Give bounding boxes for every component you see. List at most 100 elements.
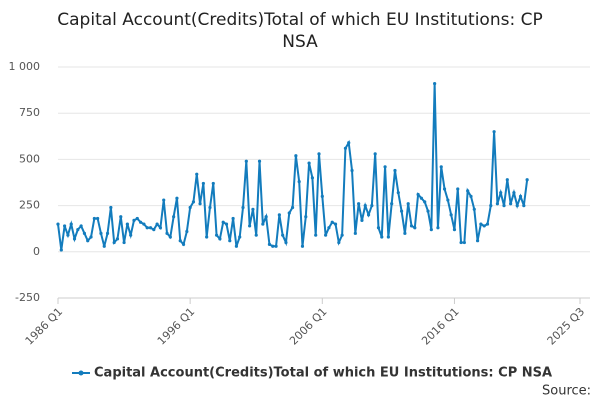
- data-point: [515, 204, 519, 208]
- data-point: [158, 226, 163, 230]
- data-point: [406, 202, 410, 206]
- data-point: [122, 240, 126, 245]
- x-tick-label: 2006 Q1: [287, 305, 330, 348]
- data-point: [433, 82, 437, 86]
- source: Source:: [542, 384, 591, 399]
- data-point: [172, 215, 176, 219]
- data-point: [59, 248, 63, 252]
- data-point: [509, 202, 513, 206]
- data-point: [386, 235, 390, 239]
- data-point: [518, 194, 523, 198]
- data-point: [148, 226, 153, 230]
- legend-swatch-dot: [78, 370, 84, 376]
- data-point: [469, 194, 473, 198]
- data-point: [287, 211, 291, 215]
- data-point: [281, 233, 285, 237]
- data-point: [347, 141, 351, 145]
- data-point: [297, 179, 301, 184]
- data-point: [135, 216, 139, 221]
- data-point: [168, 235, 172, 239]
- data-point: [499, 191, 503, 195]
- data-point: [390, 202, 394, 206]
- data-point: [145, 226, 149, 230]
- data-point: [119, 215, 123, 219]
- data-point: [416, 192, 420, 197]
- data-point: [261, 222, 265, 226]
- y-tick-label: 750: [19, 106, 40, 119]
- legend-label: Capital Account(Credits)Total of which E…: [94, 366, 552, 381]
- data-point: [393, 168, 397, 173]
- data-point: [373, 152, 377, 156]
- data-point: [522, 204, 526, 208]
- x-tick-label: 1986 Q1: [23, 305, 66, 348]
- data-point: [489, 204, 493, 208]
- data-point: [277, 213, 281, 217]
- data-point: [462, 240, 466, 245]
- data-point: [419, 196, 424, 200]
- data-point: [449, 213, 453, 217]
- data-point: [185, 229, 189, 234]
- data-point: [337, 240, 341, 245]
- y-tick-label: 500: [19, 152, 40, 165]
- data-point: [317, 152, 321, 156]
- data-point: [413, 226, 417, 230]
- data-point: [82, 231, 87, 235]
- data-point: [155, 222, 159, 226]
- data-point: [327, 226, 331, 230]
- data-point: [482, 224, 486, 228]
- data-point: [525, 178, 529, 182]
- data-point: [396, 191, 400, 195]
- data-point: [214, 233, 219, 237]
- data-point: [234, 244, 239, 248]
- data-point: [224, 222, 229, 226]
- data-point: [115, 237, 120, 241]
- data-point: [340, 233, 344, 237]
- data-point: [333, 222, 338, 226]
- data-point: [142, 222, 146, 226]
- data-point: [512, 191, 516, 195]
- data-point: [307, 161, 311, 165]
- y-tick-label: 1 000: [9, 60, 41, 73]
- data-point: [205, 235, 209, 239]
- data-point: [376, 226, 381, 230]
- data-point: [257, 159, 262, 163]
- data-point: [284, 240, 288, 245]
- data-point: [238, 235, 242, 239]
- data-point: [99, 231, 103, 235]
- data-point: [221, 220, 225, 224]
- chart-title: Capital Account(Credits)Total of which E…: [57, 10, 542, 30]
- data-point: [423, 200, 427, 204]
- data-point: [380, 235, 384, 239]
- data-point: [426, 209, 430, 213]
- data-point: [442, 187, 447, 191]
- data-point: [403, 231, 407, 235]
- data-point: [429, 228, 433, 232]
- y-tick-label: 0: [33, 245, 40, 258]
- data-point: [370, 204, 374, 208]
- data-point: [56, 222, 60, 226]
- data-point: [314, 233, 318, 237]
- data-point: [178, 239, 182, 243]
- data-point: [191, 200, 196, 204]
- data-point: [188, 205, 192, 210]
- x-tick-label: 2025 Q3: [545, 305, 588, 348]
- x-tick-label: 1996 Q1: [155, 305, 198, 348]
- data-point: [201, 181, 205, 186]
- data-point: [96, 216, 100, 221]
- data-point: [129, 233, 133, 237]
- data-point: [86, 239, 90, 243]
- data-point: [63, 224, 67, 228]
- data-point: [274, 244, 278, 248]
- data-point: [502, 204, 506, 208]
- data-point: [495, 202, 500, 206]
- data-point: [66, 233, 70, 237]
- data-point: [102, 244, 106, 248]
- data-point: [109, 205, 113, 210]
- data-point: [79, 224, 83, 228]
- data-point: [320, 194, 324, 198]
- data-point: [69, 222, 73, 226]
- data-point: [353, 231, 357, 235]
- data-point: [271, 244, 275, 248]
- data-point: [72, 237, 77, 241]
